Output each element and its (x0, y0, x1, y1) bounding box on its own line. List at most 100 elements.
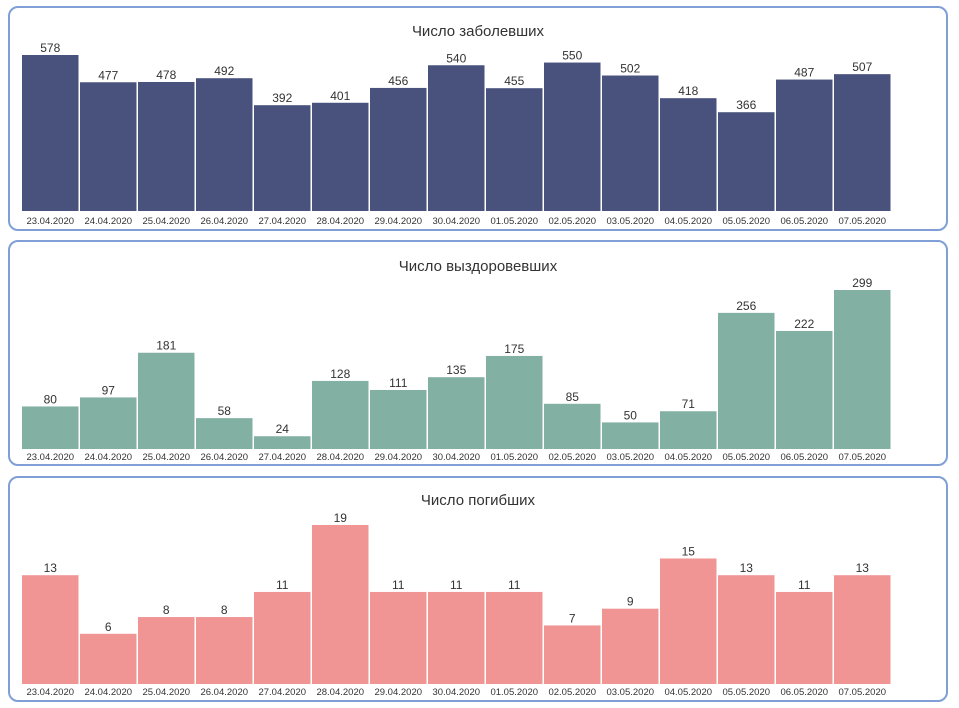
data-label: 19 (334, 511, 348, 525)
x-tick-label: 23.04.2020 (26, 452, 74, 463)
chart-title: Число заболевших (412, 23, 545, 40)
data-label: 9 (627, 595, 634, 609)
chart-recovered: Число выздоровевших 80 23.04.2020 97 24.04.… (22, 258, 891, 463)
x-tick-label: 05.05.2020 (722, 687, 770, 698)
bar (80, 82, 137, 211)
bar (370, 389, 427, 449)
bar (602, 75, 659, 211)
x-tick-label: 05.05.2020 (722, 452, 770, 463)
bar (22, 55, 79, 211)
bar (80, 397, 137, 449)
data-label: 80 (44, 392, 58, 406)
bar (370, 87, 427, 211)
x-tick-label: 01.05.2020 (490, 452, 538, 463)
x-tick-label: 29.04.2020 (374, 216, 422, 227)
bar (544, 62, 601, 211)
x-tick-label: 05.05.2020 (722, 216, 770, 227)
x-tick-label: 27.04.2020 (258, 452, 306, 463)
data-label: 128 (330, 367, 350, 381)
x-tick-label: 30.04.2020 (432, 216, 480, 227)
data-label: 11 (392, 578, 405, 592)
x-tick-label: 24.04.2020 (84, 687, 132, 698)
data-label: 11 (508, 578, 521, 592)
x-tick-label: 28.04.2020 (316, 687, 364, 698)
chart-deaths: Число погибших 13 23.04.2020 6 24.04.2020 8 2… (22, 492, 891, 698)
data-label: 550 (562, 49, 582, 63)
x-tick-label: 27.04.2020 (258, 216, 306, 227)
bar (834, 575, 891, 684)
chart-infected: Число заболевших 578 23.04.2020 477 24.04.2… (22, 23, 891, 227)
x-tick-label: 01.05.2020 (490, 687, 538, 698)
data-label: 175 (504, 342, 524, 356)
data-label: 256 (736, 299, 756, 313)
bar (486, 355, 543, 449)
x-tick-label: 07.05.2020 (838, 216, 886, 227)
data-label: 487 (794, 66, 814, 80)
data-label: 11 (276, 578, 289, 592)
bar (22, 575, 79, 684)
bar (312, 380, 369, 449)
data-label: 11 (450, 578, 463, 592)
x-tick-label: 24.04.2020 (84, 452, 132, 463)
x-tick-label: 04.05.2020 (664, 452, 712, 463)
data-label: 477 (98, 68, 118, 82)
bar (428, 377, 485, 449)
bar (312, 102, 369, 211)
data-label: 71 (682, 397, 696, 411)
bar (776, 591, 833, 684)
data-label: 15 (682, 544, 696, 558)
data-label: 13 (856, 561, 870, 575)
data-label: 135 (446, 363, 466, 377)
chart-title: Число выздоровевших (399, 258, 558, 275)
x-tick-label: 24.04.2020 (84, 216, 132, 227)
data-label: 97 (102, 383, 116, 397)
data-label: 222 (794, 317, 814, 331)
data-label: 507 (852, 60, 872, 74)
bar (776, 330, 833, 449)
chart-panel-recovered: Число выздоровевших 80 23.04.2020 97 24.04.… (8, 240, 948, 466)
data-label: 299 (852, 276, 872, 290)
data-label: 456 (388, 74, 408, 88)
chart-panel-infected: Число заболевших 578 23.04.2020 477 24.04.2… (8, 6, 948, 231)
x-tick-label: 25.04.2020 (142, 687, 190, 698)
bar (660, 558, 717, 684)
bar (718, 112, 775, 211)
x-tick-label: 01.05.2020 (490, 216, 538, 227)
bar (254, 436, 311, 449)
x-tick-label: 25.04.2020 (142, 216, 190, 227)
bar (544, 403, 601, 449)
bar (196, 617, 253, 684)
data-label: 401 (330, 89, 350, 103)
data-label: 8 (163, 603, 170, 617)
bar (602, 422, 659, 449)
bar (428, 591, 485, 684)
data-label: 418 (678, 84, 698, 98)
x-tick-label: 04.05.2020 (664, 687, 712, 698)
bar (254, 105, 311, 211)
x-tick-label: 23.04.2020 (26, 687, 74, 698)
bar (718, 575, 775, 684)
bar (254, 591, 311, 684)
x-tick-label: 07.05.2020 (838, 452, 886, 463)
data-label: 111 (389, 376, 408, 390)
bar (718, 312, 775, 449)
x-tick-label: 26.04.2020 (200, 452, 248, 463)
data-label: 7 (569, 611, 576, 625)
data-label: 85 (566, 390, 580, 404)
data-label: 578 (40, 41, 60, 55)
bar (80, 633, 137, 684)
data-label: 502 (620, 62, 640, 76)
bar (312, 525, 369, 684)
x-tick-label: 28.04.2020 (316, 452, 364, 463)
data-label: 11 (798, 578, 811, 592)
bar (138, 617, 195, 684)
data-label: 8 (221, 603, 228, 617)
x-tick-label: 04.05.2020 (664, 216, 712, 227)
data-label: 50 (624, 408, 638, 422)
bar (660, 411, 717, 449)
bar (138, 352, 195, 449)
data-label: 6 (105, 620, 112, 634)
x-tick-label: 27.04.2020 (258, 687, 306, 698)
x-tick-label: 02.05.2020 (548, 687, 596, 698)
x-tick-label: 06.05.2020 (780, 687, 828, 698)
